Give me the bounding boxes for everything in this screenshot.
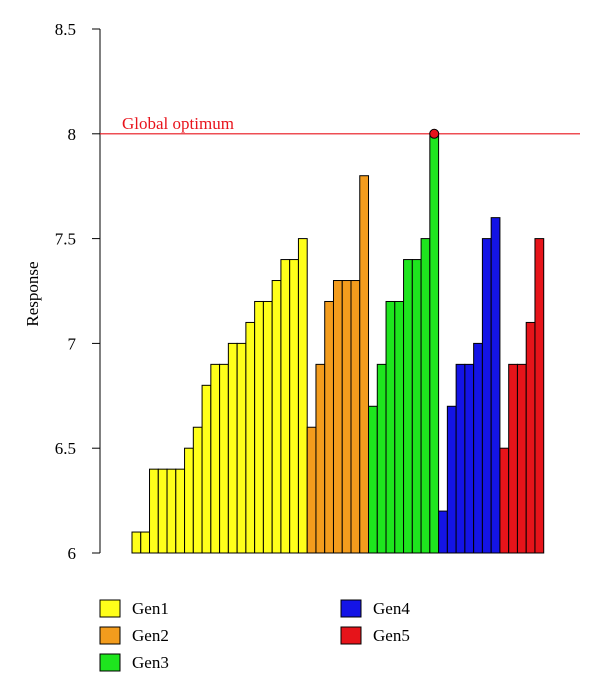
legend-item-gen4: Gen4 bbox=[340, 599, 410, 618]
legend-label: Gen3 bbox=[132, 653, 169, 672]
legend-swatch bbox=[99, 599, 121, 618]
bar-gen1-19 bbox=[289, 259, 299, 554]
bar-gen3-6 bbox=[411, 259, 422, 554]
bar-gen3-2 bbox=[376, 363, 387, 554]
bar-gen1-5 bbox=[166, 468, 177, 554]
bar-gen1-12 bbox=[227, 342, 238, 554]
bar-gen1-13 bbox=[236, 342, 247, 554]
legend-swatch bbox=[340, 599, 362, 618]
bar-gen1-1 bbox=[131, 531, 142, 554]
bar-gen2-1 bbox=[306, 426, 317, 554]
bar-gen1-17 bbox=[271, 280, 282, 554]
y-axis: 6 6.5 7 7.5 8 8.5 bbox=[55, 20, 101, 563]
bar-gen2-7 bbox=[359, 175, 370, 554]
bar-gen3-8 bbox=[429, 133, 440, 554]
bar-gen5-5 bbox=[534, 238, 545, 554]
bar-gen3-5 bbox=[403, 259, 413, 554]
bar-gen1-18 bbox=[280, 259, 291, 554]
bar-gen1-8 bbox=[192, 426, 203, 554]
legend-item-gen5: Gen5 bbox=[340, 626, 410, 645]
optimum-label: Global optimum bbox=[122, 114, 234, 133]
bar-gen5-4 bbox=[525, 321, 536, 554]
bar-gen4-6 bbox=[481, 238, 492, 554]
bar-gen1-16 bbox=[262, 300, 273, 554]
bar-gen2-2 bbox=[315, 363, 326, 554]
legend-item-gen1: Gen1 bbox=[99, 599, 169, 618]
bar-gen3-3 bbox=[385, 300, 396, 554]
legend-label: Gen1 bbox=[132, 599, 169, 618]
bar-gen1-14 bbox=[245, 321, 256, 554]
legend-swatch bbox=[99, 626, 121, 645]
bar-gen4-1 bbox=[438, 510, 448, 554]
y-tick-label: 6.5 bbox=[55, 439, 76, 458]
bar-gen2-3 bbox=[324, 300, 334, 554]
bar-gen4-7 bbox=[490, 217, 501, 554]
legend-item-gen3: Gen3 bbox=[99, 653, 169, 672]
y-tick-label: 7.5 bbox=[55, 230, 76, 249]
bar-gen5-3 bbox=[516, 363, 527, 554]
bar-gen3-4 bbox=[394, 300, 405, 554]
bar-gen2-6 bbox=[350, 280, 361, 554]
legend-swatch bbox=[340, 626, 362, 645]
bar-gen1-6 bbox=[175, 468, 186, 554]
bar-gen4-4 bbox=[464, 363, 475, 554]
global-optimum-line: Global optimum bbox=[100, 114, 580, 139]
bar-gen1-15 bbox=[254, 300, 264, 554]
bar-gen5-1 bbox=[499, 447, 510, 554]
y-tick-label: 6 bbox=[68, 544, 77, 563]
legend: Gen1 Gen2 Gen3 Gen4 Gen5 bbox=[99, 599, 410, 672]
bar-gen1-11 bbox=[219, 363, 229, 554]
bar-gen1-3 bbox=[149, 468, 159, 554]
y-tick-label: 8 bbox=[68, 125, 77, 144]
bar-gen1-7 bbox=[184, 447, 194, 554]
bar-gen4-2 bbox=[446, 405, 457, 554]
bar-gen1-4 bbox=[157, 468, 168, 554]
bars bbox=[131, 133, 545, 554]
y-tick-label: 8.5 bbox=[55, 20, 76, 39]
legend-swatch bbox=[99, 653, 121, 672]
y-axis-title: Response bbox=[23, 261, 42, 326]
bar-gen4-3 bbox=[455, 363, 466, 554]
legend-label: Gen2 bbox=[132, 626, 169, 645]
legend-item-gen2: Gen2 bbox=[99, 626, 169, 645]
bar-gen1-2 bbox=[140, 531, 151, 554]
legend-label: Gen5 bbox=[373, 626, 410, 645]
bar-gen2-5 bbox=[341, 280, 352, 554]
bar-gen1-20 bbox=[297, 238, 308, 554]
y-tick-label: 7 bbox=[68, 334, 77, 353]
bar-gen1-10 bbox=[210, 363, 221, 554]
bar-gen2-4 bbox=[332, 280, 343, 554]
bar-gen5-2 bbox=[508, 363, 518, 554]
bar-gen1-9 bbox=[201, 384, 212, 554]
legend-label: Gen4 bbox=[373, 599, 410, 618]
optimum-marker bbox=[429, 128, 440, 139]
bar-gen4-5 bbox=[473, 342, 483, 554]
bar-gen3-1 bbox=[368, 405, 378, 554]
bar-gen3-7 bbox=[420, 238, 431, 554]
